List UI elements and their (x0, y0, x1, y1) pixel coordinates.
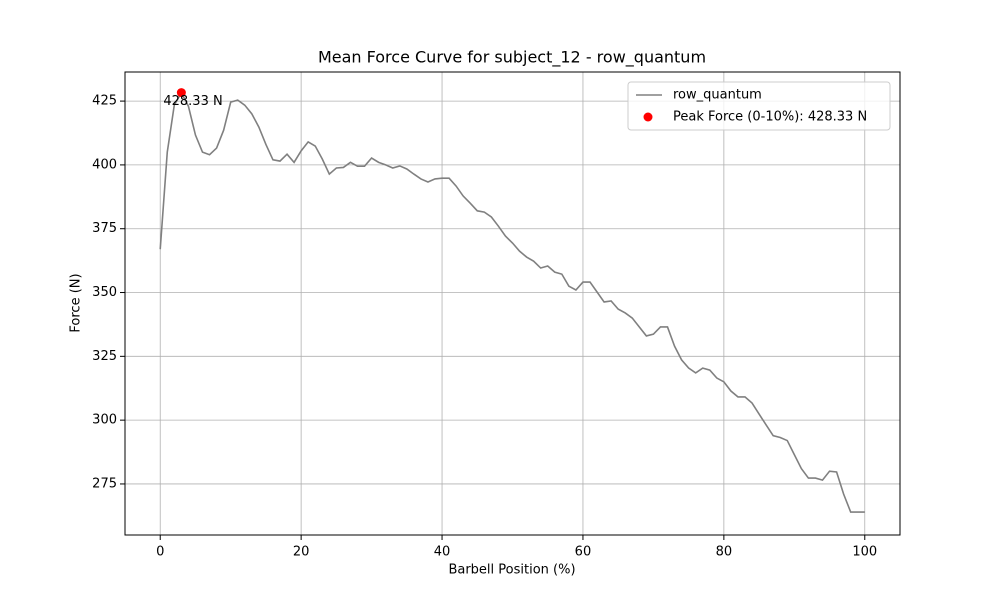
y-tick-label: 325 (92, 349, 117, 364)
legend-label: Peak Force (0-10%): 428.33 N (673, 110, 867, 125)
x-tick-label: 100 (852, 545, 877, 560)
y-tick-label: 375 (92, 221, 117, 236)
x-tick-label: 80 (716, 545, 733, 560)
x-tick-label: 40 (434, 545, 451, 560)
peak-point (176, 88, 186, 98)
legend-label: row_quantum (673, 88, 762, 103)
y-tick-label: 275 (92, 476, 117, 491)
legend: row_quantum Peak Force (0-10%): 428.33 N (627, 81, 891, 131)
legend-marker (643, 112, 653, 122)
peak-annotation: 428.33 N (163, 94, 222, 109)
grid (125, 72, 900, 535)
x-axis-label: Barbell Position (%) (448, 563, 575, 578)
y-tick-label: 300 (92, 413, 117, 428)
x-tick-label: 20 (293, 545, 310, 560)
y-tick-label: 350 (92, 285, 117, 300)
y-axis-label: Force (N) (69, 273, 84, 332)
x-tick-label: 60 (575, 545, 592, 560)
legend-box (627, 81, 891, 131)
plot-frame (124, 71, 901, 536)
chart-title: Mean Force Curve for subject_12 - row_qu… (318, 48, 706, 68)
data-line (159, 91, 865, 513)
y-tick-label: 400 (92, 157, 117, 172)
x-tick-label: 0 (156, 545, 164, 560)
y-tick-label: 425 (92, 94, 117, 109)
